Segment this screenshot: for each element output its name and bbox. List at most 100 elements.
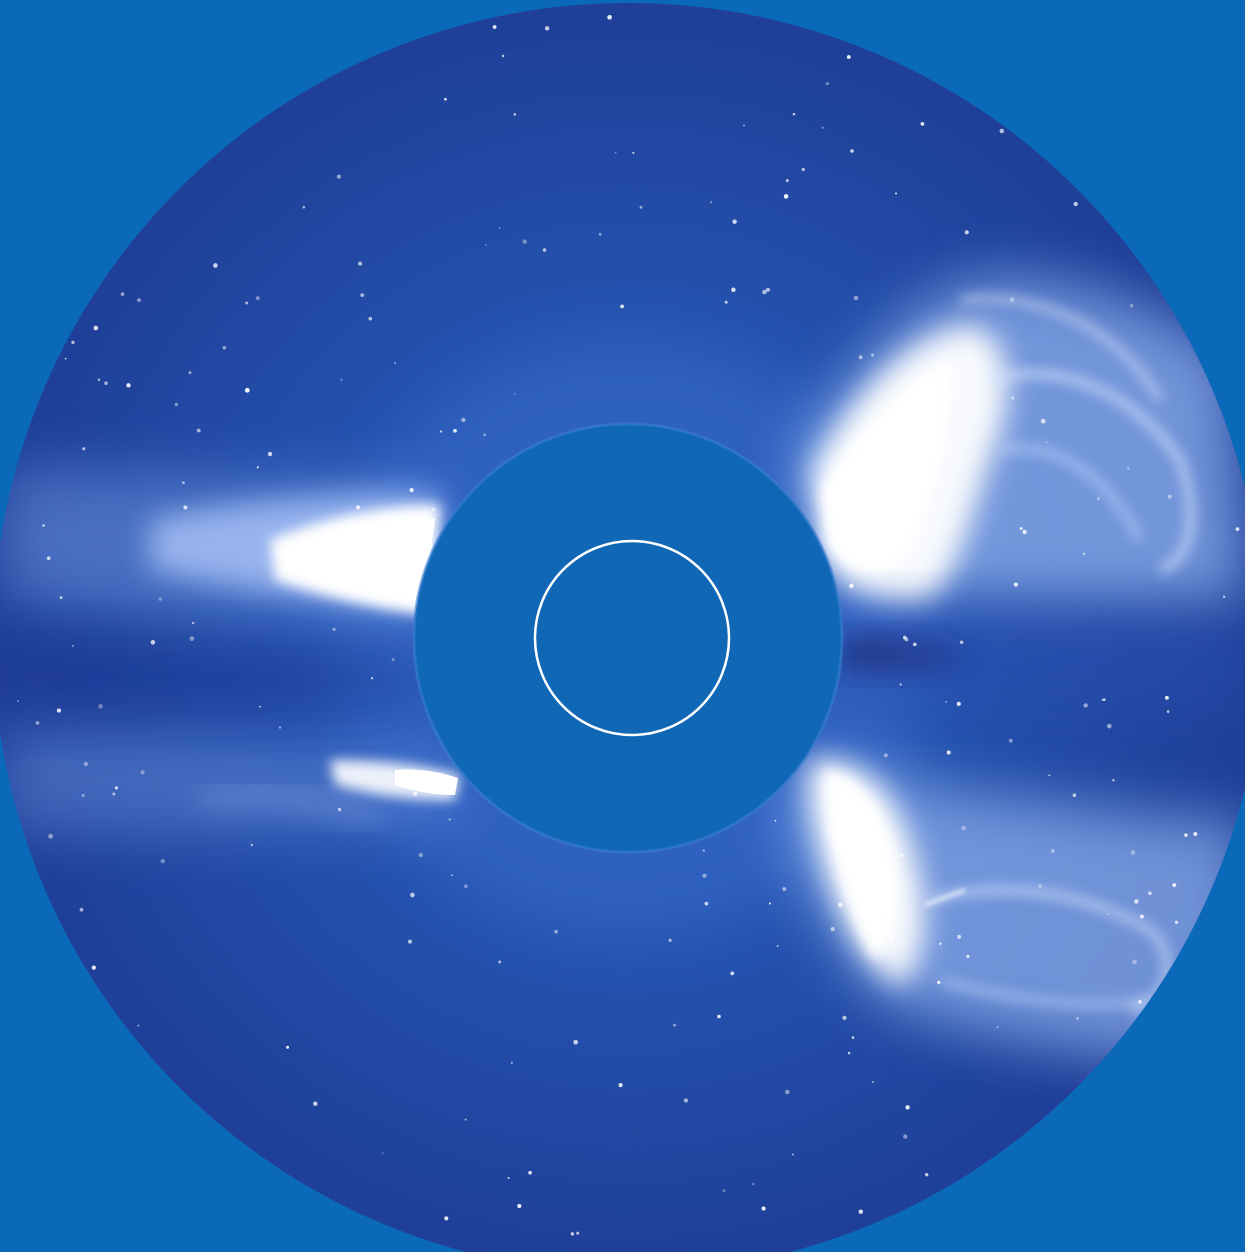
star [576,1231,580,1235]
star [857,507,862,512]
star [513,392,516,395]
star [332,627,336,632]
star [382,1152,384,1154]
star [391,657,395,662]
star [174,402,178,407]
star [722,1189,726,1192]
star [956,701,961,706]
star [902,423,907,429]
star [1082,552,1086,556]
star [126,383,131,388]
star [830,926,835,932]
star [492,25,497,29]
star [267,451,273,457]
star [313,1101,318,1106]
star [1038,884,1043,889]
star [573,1039,579,1045]
star [394,362,397,364]
star [1127,467,1130,470]
star [743,124,745,127]
star [120,292,125,296]
star [1106,723,1112,729]
star [1073,201,1078,207]
star [999,128,1005,134]
star [1174,920,1179,924]
star [1184,833,1188,837]
star [782,887,787,891]
star [360,293,365,297]
star [407,939,413,944]
star [81,794,85,797]
star [825,82,829,86]
star [554,929,558,934]
star [858,1209,864,1214]
star [945,701,947,703]
star [542,248,547,252]
star [858,355,863,360]
star [920,122,925,126]
star [498,226,501,229]
star [957,934,962,939]
star [192,621,195,625]
star [732,219,737,224]
star [899,683,902,686]
star [189,636,195,641]
star [871,1080,874,1083]
star [895,192,897,195]
star [785,179,789,183]
star [937,980,941,984]
star [56,708,61,713]
star [302,205,306,209]
star [82,447,86,451]
star [64,357,67,360]
star [370,677,374,680]
star [439,430,443,433]
occulter-disk [414,424,842,852]
star [1132,959,1137,965]
star [444,97,447,101]
star [244,387,250,393]
star [879,921,885,927]
star [598,232,602,236]
star [448,818,451,821]
star [255,296,260,301]
star [1048,774,1051,777]
star [183,505,188,510]
star [528,1170,532,1175]
star [48,833,53,839]
star [683,1098,689,1103]
star [278,726,282,729]
star [916,411,921,416]
star [150,640,156,645]
star [1166,710,1170,713]
star [42,524,45,527]
star [83,761,89,767]
star [1101,698,1104,701]
star [355,505,361,510]
star [1008,738,1013,743]
star [724,300,728,304]
star [59,596,63,599]
star [1097,497,1100,500]
star [286,1045,290,1049]
star [792,1153,794,1156]
star [1164,695,1169,700]
star [1130,850,1136,855]
star [358,261,363,266]
star [954,396,958,400]
star [792,112,796,116]
star [871,353,875,357]
star [137,1024,140,1027]
star [946,343,949,346]
star [632,151,635,155]
star [730,971,735,976]
star [544,26,550,31]
star [570,1232,575,1236]
star [137,298,141,302]
star [98,704,103,709]
star [1172,883,1177,888]
star [522,239,527,244]
star [1040,418,1046,424]
